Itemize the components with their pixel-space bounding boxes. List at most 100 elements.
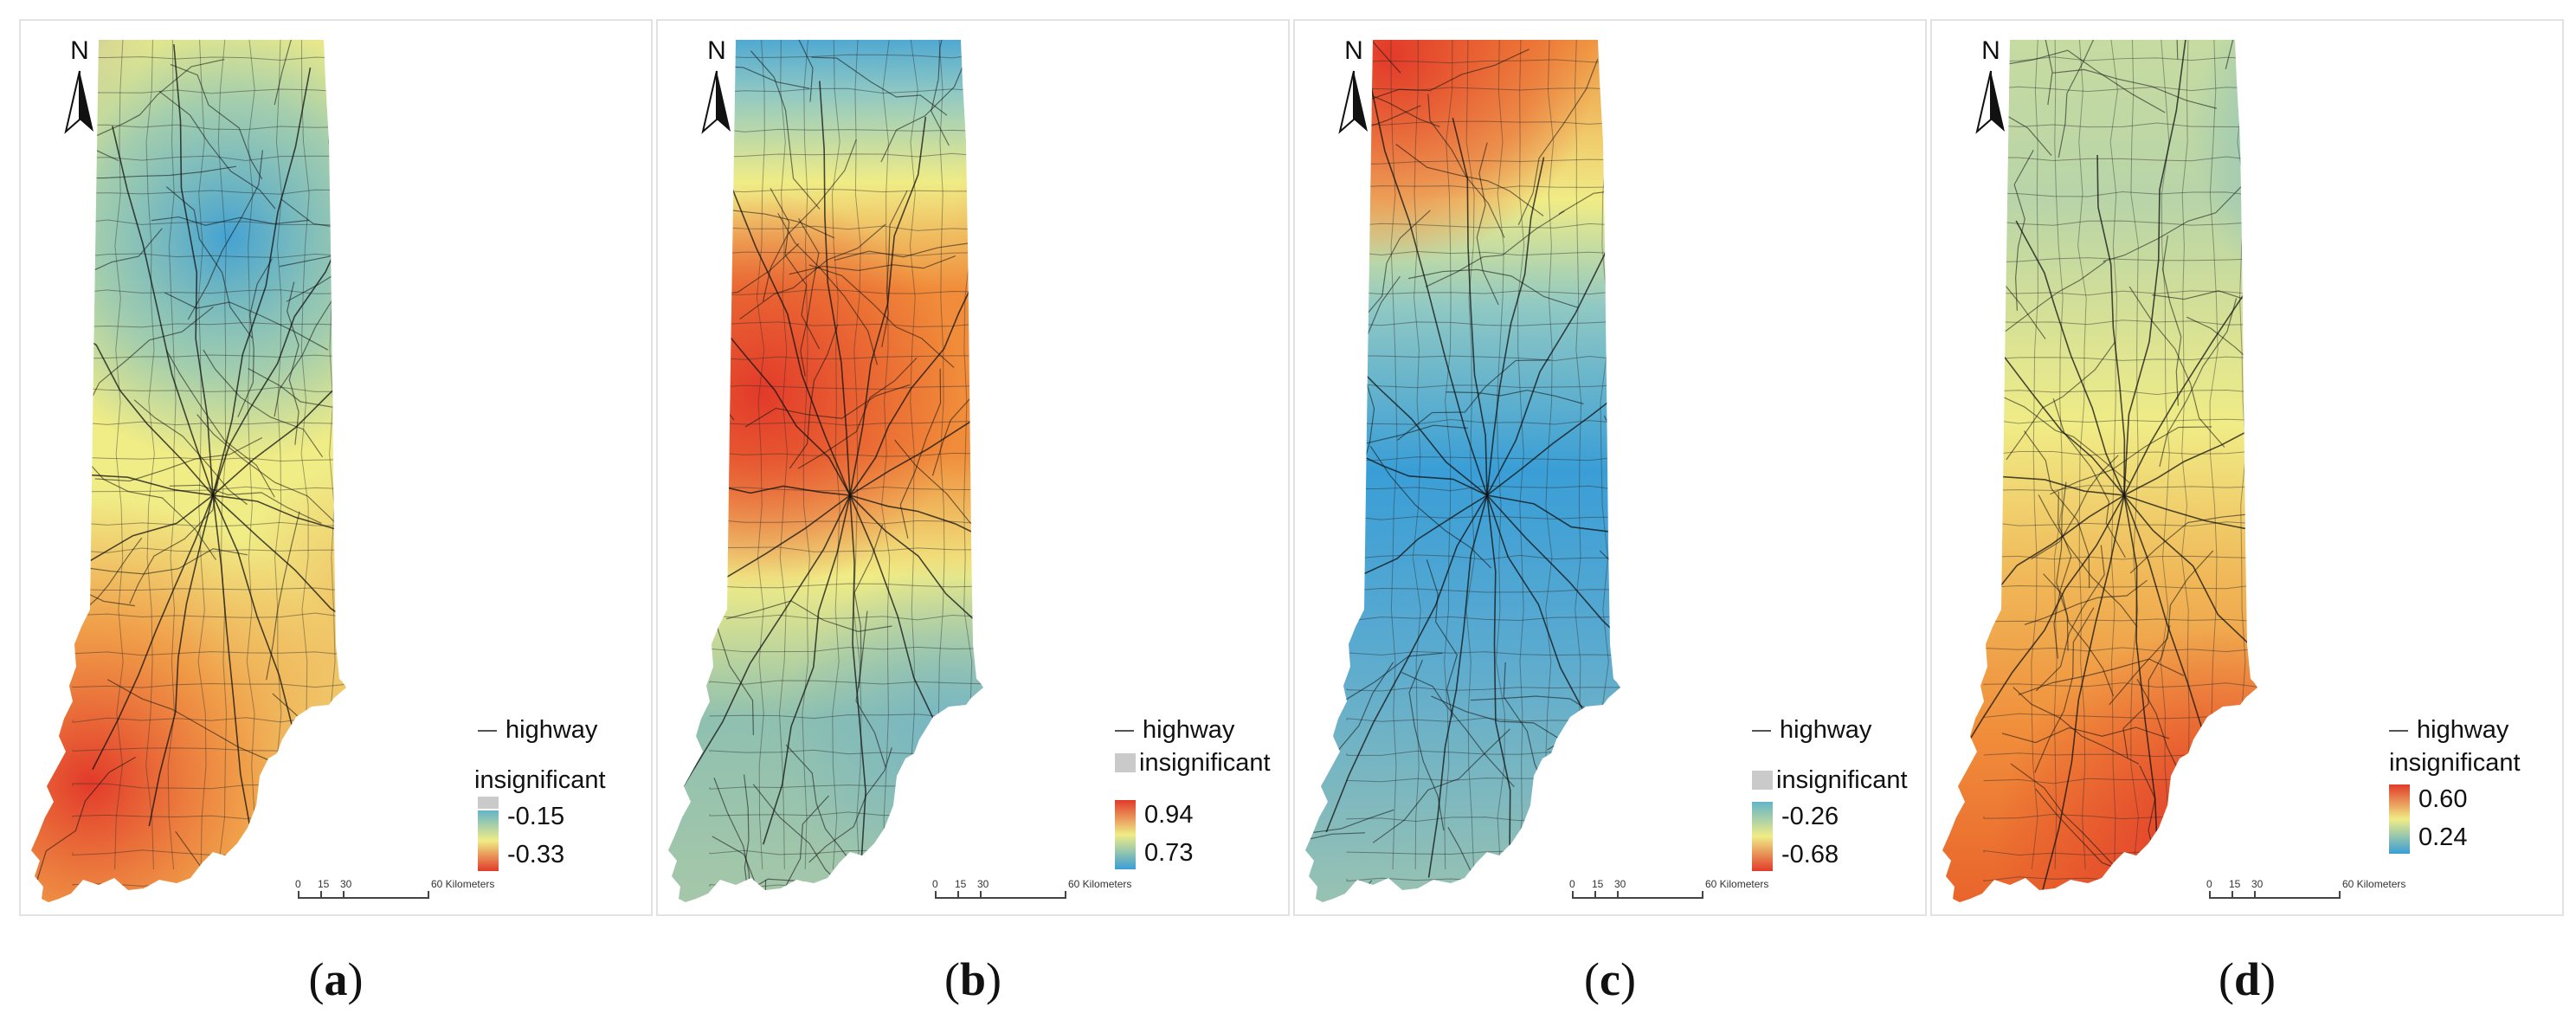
north-arrow-icon — [64, 70, 93, 134]
north-arrow-icon — [1338, 70, 1368, 134]
scale-tick — [2339, 891, 2341, 899]
scale-bar-d: 0 15 30 60 Kilometers — [2206, 878, 2434, 913]
scale-line — [1572, 897, 1702, 899]
legend-highway-label: highway — [1780, 716, 1872, 744]
scale-label: 0 — [2206, 878, 2212, 890]
scale-label: 30 — [977, 878, 989, 890]
map-panel-b: N highway insignificant 0.94 0.73 0 15 30 6… — [656, 19, 1290, 916]
scale-tick — [1065, 891, 1066, 899]
scale-label: 15 — [2229, 878, 2241, 890]
north-arrow-icon — [1975, 70, 2005, 134]
legend-d: highway insignificant 0.60 0.24 — [2389, 713, 2562, 854]
map-panel-a: N highway insignificant -0.15 -0.33 0 15 3… — [19, 19, 653, 916]
scale-bar-b: 0 15 30 60 Kilometers — [932, 878, 1160, 913]
highway-line-swatch — [1752, 730, 1771, 732]
legend-highway-row: highway — [1752, 713, 1925, 746]
color-ramp — [478, 810, 499, 871]
north-arrow-d: N — [1965, 36, 2017, 149]
scale-label: 60 Kilometers — [1068, 878, 1132, 890]
scale-label: 60 Kilometers — [431, 878, 495, 890]
scale-tick — [2231, 891, 2233, 899]
north-arrow-icon — [701, 70, 731, 134]
scale-tick — [320, 891, 322, 899]
scale-label: 30 — [2251, 878, 2264, 890]
scale-tick — [343, 891, 345, 899]
legend-b: highway insignificant 0.94 0.73 — [1115, 713, 1288, 869]
legend-high-value: 0.60 — [2418, 785, 2468, 813]
legend-insignificant-row: insignificant — [474, 764, 651, 797]
legend-ramp: 0.94 0.73 — [1115, 800, 1288, 869]
scale-tick — [957, 891, 959, 899]
legend-c: highway insignificant -0.26 -0.68 — [1752, 713, 1925, 871]
scale-line — [935, 897, 1065, 899]
legend-insignificant-label: insignificant — [1776, 766, 1908, 794]
scale-tick — [1617, 891, 1619, 899]
scale-bar-c: 0 15 30 60 Kilometers — [1569, 878, 1797, 913]
map-panel-c: N highway insignificant -0.26 -0.68 0 15 3… — [1293, 19, 1927, 916]
indiana-map-b — [668, 40, 983, 902]
scale-line — [2209, 897, 2339, 899]
insignificant-swatch — [1115, 753, 1136, 772]
legend-insignificant-row: insignificant — [1752, 764, 1925, 797]
scale-tick — [935, 891, 937, 899]
highway-line-swatch — [1115, 730, 1134, 732]
legend-insignificant-label: insignificant — [1139, 749, 1271, 777]
highway-line-swatch — [2389, 730, 2408, 732]
indiana-map-c — [1305, 40, 1620, 902]
scale-label: 0 — [932, 878, 938, 890]
highway-line-swatch — [478, 730, 497, 732]
scale-bar-a: 0 15 30 60 Kilometers — [295, 878, 523, 913]
legend-highway-label: highway — [1143, 716, 1235, 744]
scale-label: 15 — [1592, 878, 1604, 890]
legend-insignificant-row: insignificant — [1115, 746, 1288, 779]
scale-label: 30 — [340, 878, 352, 890]
scale-tick — [2254, 891, 2256, 899]
scale-tick — [980, 891, 982, 899]
color-ramp — [2389, 784, 2410, 854]
north-label: N — [70, 36, 89, 65]
north-label: N — [1344, 36, 1363, 65]
legend-ramp: -0.15 -0.33 — [478, 797, 651, 871]
indiana-map-a — [31, 40, 346, 902]
legend-insignificant-row: insignificant — [2389, 746, 2562, 779]
legend-highway-row: highway — [2389, 713, 2562, 746]
legend-high-value: -0.26 — [1781, 803, 1839, 830]
scale-label: 60 Kilometers — [1705, 878, 1769, 890]
legend-ramp: 0.60 0.24 — [2389, 784, 2562, 854]
scale-line — [298, 897, 428, 899]
legend-high-value: -0.15 — [507, 803, 565, 830]
legend-a: highway insignificant -0.15 -0.33 — [474, 713, 651, 871]
caption-a: (a) — [308, 953, 364, 1005]
color-ramp — [1752, 802, 1773, 871]
scale-label: 0 — [1569, 878, 1575, 890]
legend-highway-label: highway — [2417, 716, 2509, 744]
caption-c: (c) — [1584, 953, 1636, 1005]
color-ramp — [1115, 800, 1136, 869]
scale-tick — [428, 891, 429, 899]
scale-label: 15 — [318, 878, 330, 890]
caption-d: (d) — [2218, 953, 2276, 1005]
legend-low-value: -0.33 — [507, 841, 565, 868]
legend-ramp: -0.26 -0.68 — [1752, 802, 1925, 871]
scale-label: 0 — [295, 878, 301, 890]
legend-low-value: -0.68 — [1781, 841, 1839, 868]
north-label: N — [707, 36, 726, 65]
map-panel-d: N highway insignificant 0.60 0.24 0 15 30 6… — [1930, 19, 2564, 916]
scale-tick — [1702, 891, 1703, 899]
north-label: N — [1981, 36, 2000, 65]
legend-low-value: 0.24 — [2418, 823, 2468, 851]
scale-tick — [1572, 891, 1574, 899]
scale-tick — [1594, 891, 1596, 899]
indiana-map-d — [1942, 40, 2257, 902]
insignificant-swatch — [1752, 771, 1773, 790]
legend-highway-row: highway — [478, 713, 651, 746]
legend-highway-row: highway — [1115, 713, 1288, 746]
caption-b: (b) — [943, 953, 1001, 1005]
scale-label: 60 Kilometers — [2342, 878, 2406, 890]
north-arrow-c: N — [1328, 36, 1380, 149]
insignificant-swatch — [478, 797, 499, 809]
legend-insignificant-label: insignificant — [474, 766, 606, 794]
legend-insignificant-label: insignificant — [2389, 749, 2521, 777]
scale-tick — [298, 891, 299, 899]
